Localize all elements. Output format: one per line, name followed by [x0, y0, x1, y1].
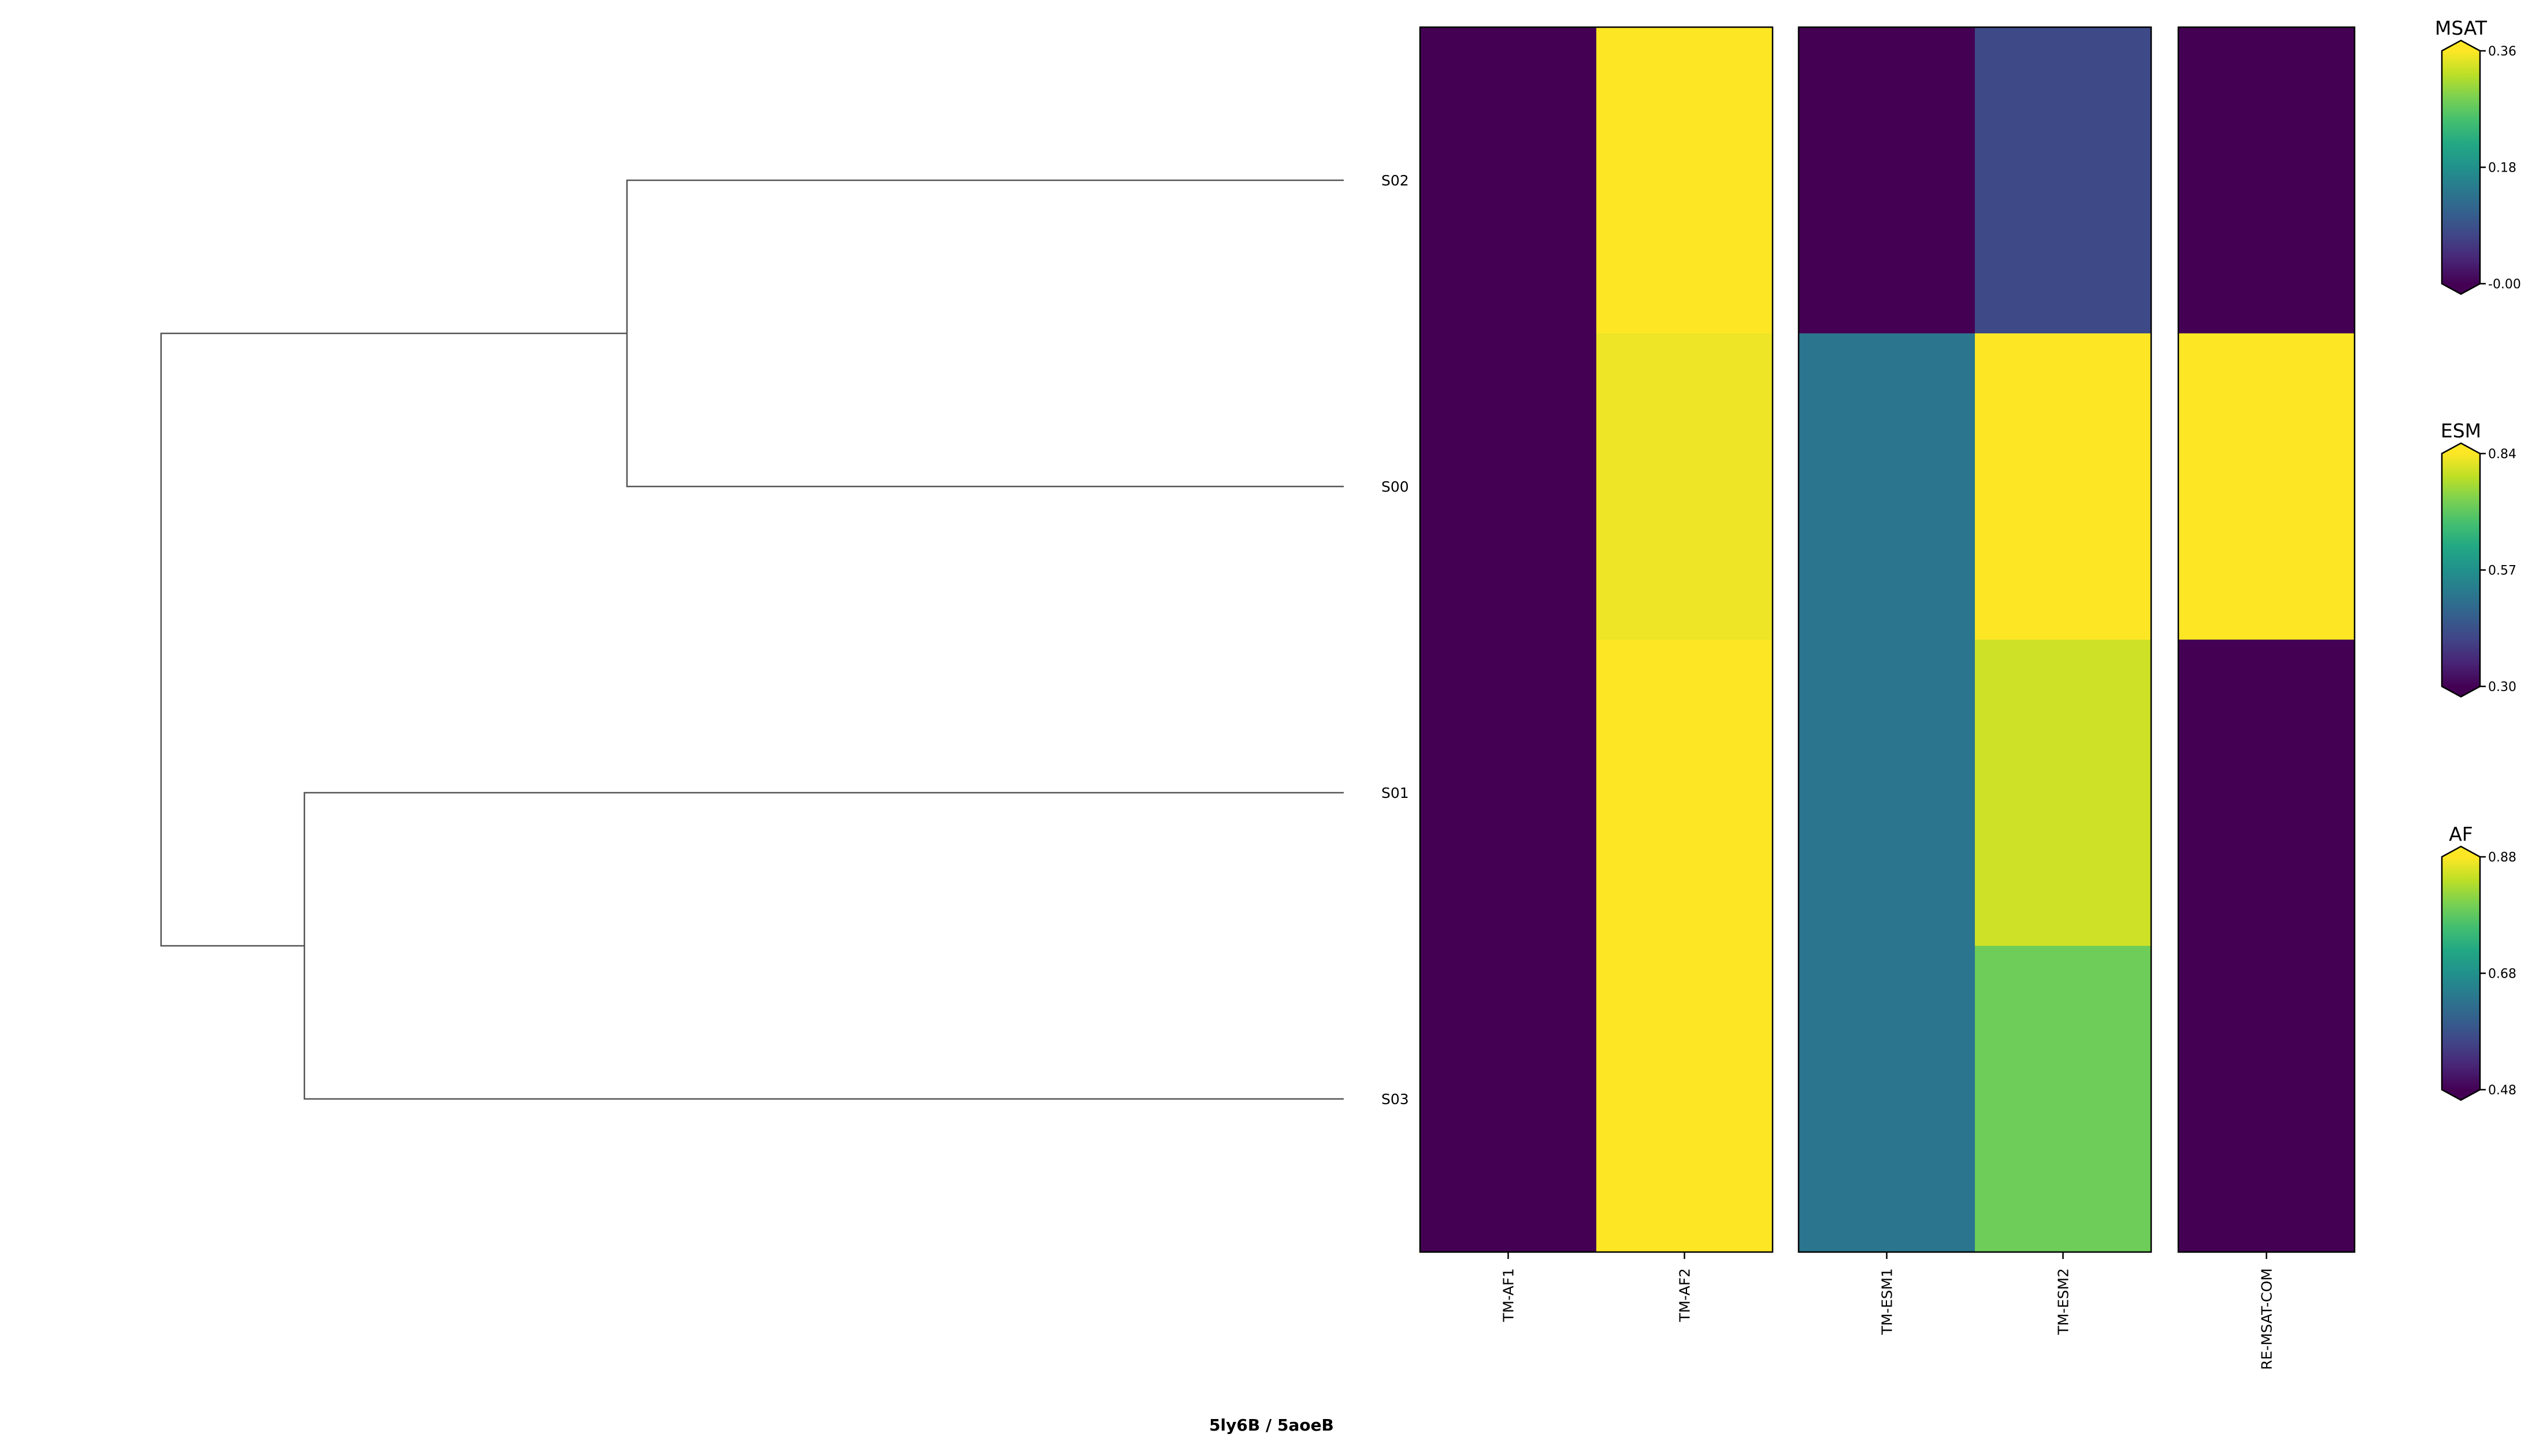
colorbar-tick-label: 0.48	[2488, 1083, 2516, 1098]
heatmap-cell	[2178, 640, 2355, 946]
panel-frame	[1419, 26, 1774, 1253]
colorbar-tick-label: -0.00	[2488, 277, 2521, 292]
colorbar-tick-label: 0.36	[2488, 44, 2516, 59]
column-label: TM-AF2	[1677, 1268, 1693, 1323]
colorbar-extend-min	[2442, 686, 2480, 697]
colorbar-tick-label: 0.30	[2488, 680, 2516, 694]
heatmap-cell	[1799, 27, 1975, 334]
colorbar-gradient	[2442, 51, 2480, 284]
colorbar-tick-label: 0.57	[2488, 564, 2516, 578]
heatmap-cell	[1420, 333, 1597, 640]
colorbar-title: MSAT	[2435, 17, 2488, 39]
heatmap-cell	[1596, 27, 1773, 334]
colorbar-extend-max	[2442, 846, 2480, 857]
column-label: TM-ESM1	[1879, 1268, 1896, 1335]
heatmap-cell	[2178, 27, 2355, 334]
dendrogram-branch	[626, 179, 1344, 488]
row-label: S01	[1381, 785, 1409, 801]
dendrogram-branch	[303, 792, 1344, 1100]
heatmap-cell	[1596, 946, 1773, 1253]
colorbar-tick-label: 0.18	[2488, 161, 2516, 176]
colorbar-extend-max	[2442, 443, 2480, 454]
column-label: TM-ESM2	[2055, 1268, 2072, 1335]
heatmap-cell	[1975, 27, 2152, 334]
row-label: S02	[1381, 172, 1409, 189]
colorbar-tick-label: 0.68	[2488, 967, 2516, 982]
dendrogram	[160, 179, 1344, 1100]
colorbar-extend-max	[2442, 40, 2480, 51]
colorbar-gradient	[2442, 454, 2480, 686]
heatmap-cell	[2178, 946, 2355, 1253]
row-label: S00	[1381, 478, 1409, 495]
heatmap-cell	[1420, 946, 1597, 1253]
colorbar-af: AF 0.48 0.68 0.88	[2441, 823, 2516, 1101]
heatmap-cell	[1799, 640, 1975, 946]
heatmap-cell	[1975, 333, 2152, 640]
heatmap-cell	[1975, 640, 2152, 946]
heatmap-cell	[1596, 640, 1773, 946]
heatmap-cell	[2178, 333, 2355, 640]
colorbar-title: ESM	[2441, 419, 2481, 442]
colorbar-tick-label: 0.84	[2488, 447, 2516, 462]
figure-title: 5ly6B / 5aoeB	[1209, 1416, 1334, 1435]
colorbar-extend-min	[2442, 284, 2480, 294]
colorbar-msat: MSAT -0.00 0.18 0.36	[2435, 17, 2521, 295]
heatmap-cell	[1596, 333, 1773, 640]
column-label: RE-MSAT-COM	[2259, 1268, 2275, 1370]
colorbars: MSAT -0.00 0.18 0.36 ESM 0.30 0.57 0.84 AF 0.48 0.…	[2435, 17, 2521, 1101]
colorbar-tick-label: 0.88	[2488, 850, 2516, 865]
column-label: TM-AF1	[1500, 1268, 1517, 1323]
heatmap-grid: TM-AF1 TM-AF2 TM-ESM1 TM-ESM2 RE-MSAT-COM S02…	[1381, 26, 2356, 1370]
heatmap-cell	[1799, 946, 1975, 1253]
colorbar-gradient	[2442, 857, 2480, 1090]
colorbar-esm: ESM 0.30 0.57 0.84	[2441, 419, 2516, 698]
heatmap-cell	[1975, 946, 2152, 1253]
heatmap-cell	[1799, 333, 1975, 640]
heatmap-cell	[1420, 640, 1597, 946]
heatmap-cell	[1420, 27, 1597, 334]
row-label: S03	[1381, 1091, 1409, 1108]
colorbar-title: AF	[2449, 823, 2473, 845]
dendrogram-branch	[160, 332, 627, 947]
colorbar-extend-min	[2442, 1090, 2480, 1100]
panel-frame	[1797, 26, 2152, 1253]
